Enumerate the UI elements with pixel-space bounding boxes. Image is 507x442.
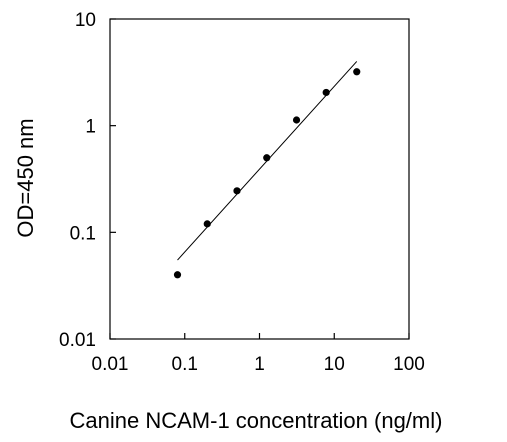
y-tick-label: 10 <box>75 10 96 31</box>
y-tick-label: 0.01 <box>59 330 96 351</box>
plot-frame <box>109 18 410 340</box>
data-point <box>292 116 301 124</box>
x-axis-label: Canine NCAM-1 concentration (ng/ml) <box>70 408 443 433</box>
data-point <box>233 187 241 195</box>
y-axis-label: OD=450 nm <box>13 118 38 237</box>
x-tick-label: 1 <box>254 354 265 375</box>
data-point <box>353 68 361 76</box>
y-axis: 0.01 0.1 1 10 <box>59 10 116 351</box>
x-tick-label: 0.1 <box>172 354 198 375</box>
data-point <box>173 271 182 279</box>
x-tick-label: 0.01 <box>92 354 129 375</box>
x-axis: 0.01 0.1 1 10 100 <box>92 333 425 375</box>
data-point <box>263 154 271 162</box>
y-tick-label: 1 <box>85 117 96 138</box>
data-point <box>203 220 211 228</box>
x-tick-label: 100 <box>393 354 425 375</box>
data-points <box>173 68 361 279</box>
y-tick-label: 0.1 <box>70 223 96 244</box>
x-tick-label: 10 <box>324 354 345 375</box>
data-point <box>322 88 330 97</box>
